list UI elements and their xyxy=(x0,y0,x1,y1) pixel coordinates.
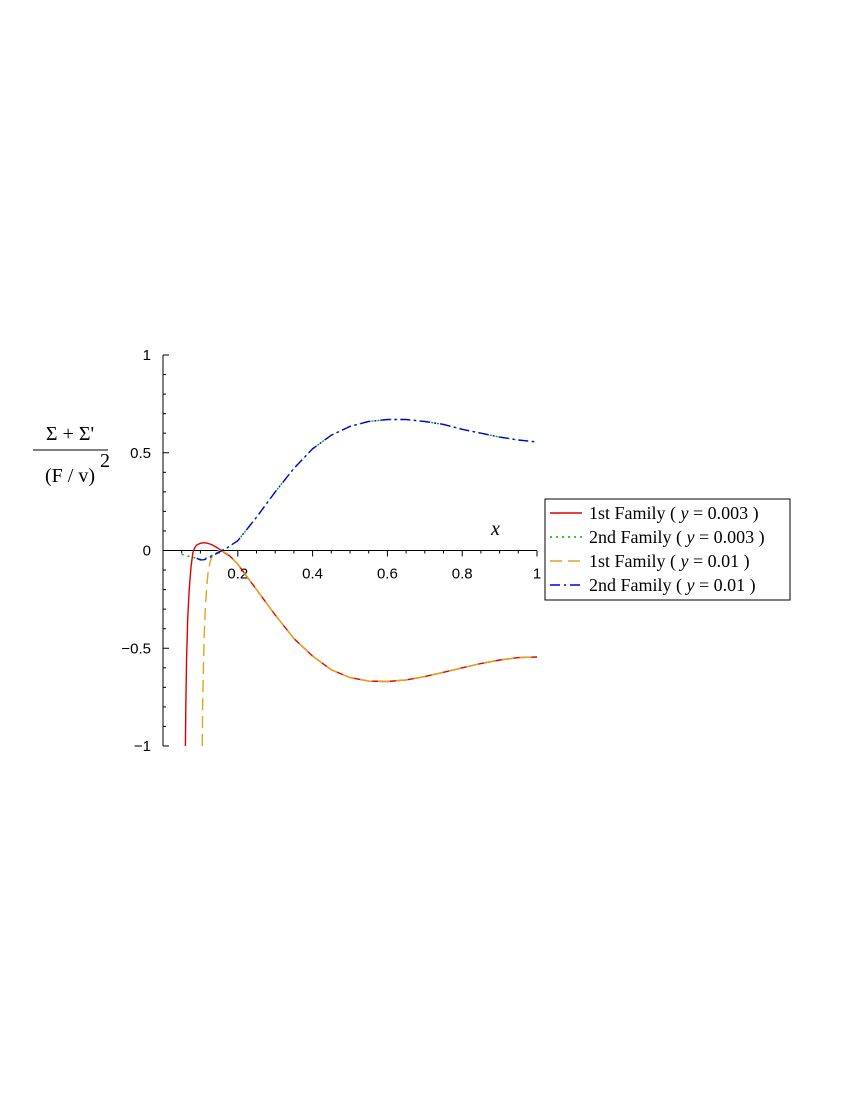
x-axis-label: x xyxy=(490,518,500,540)
y-tick-label: −1 xyxy=(134,738,151,755)
legend-entry: 2nd Family ( y = 0.01 ) xyxy=(589,575,756,596)
series-line-3 xyxy=(201,549,538,747)
y-tick-label: −0.5 xyxy=(121,640,151,657)
y-axis-label: Σ + Σ' (F / v) 2 xyxy=(33,423,110,487)
x-tick-label: 0.8 xyxy=(452,566,473,583)
axes: 1 0.5 0 −0.5 −1 0.2 0.4 0.6 0.8 1 xyxy=(121,347,541,755)
series-line-1 xyxy=(184,541,538,747)
legend-entry: 1st Family ( y = 0.003 ) xyxy=(589,503,759,524)
x-tick-label: 0.6 xyxy=(377,566,398,583)
legend-box xyxy=(544,498,791,601)
x-tick-label: 0.4 xyxy=(302,566,323,583)
series-line-2 xyxy=(181,418,538,561)
x-tick-label: 1 xyxy=(533,566,541,583)
y-axis-label-denominator: (F / v) xyxy=(45,465,95,487)
curves xyxy=(181,418,538,747)
y-axis-label-exponent: 2 xyxy=(100,450,110,472)
x-tick-label: 0.2 xyxy=(227,566,248,583)
legend-entry: 2nd Family ( y = 0.003 ) xyxy=(589,527,765,548)
legend: 1st Family ( y = 0.003 ) 2nd Family ( y =… xyxy=(544,498,791,601)
y-tick-label: 0 xyxy=(143,543,151,560)
series-line-4 xyxy=(196,418,538,561)
y-axis-label-numerator: Σ + Σ' xyxy=(46,423,94,445)
y-tick-label: 1 xyxy=(143,347,151,364)
legend-entry: 1st Family ( y = 0.01 ) xyxy=(589,551,750,572)
y-tick-label: 0.5 xyxy=(130,445,151,462)
